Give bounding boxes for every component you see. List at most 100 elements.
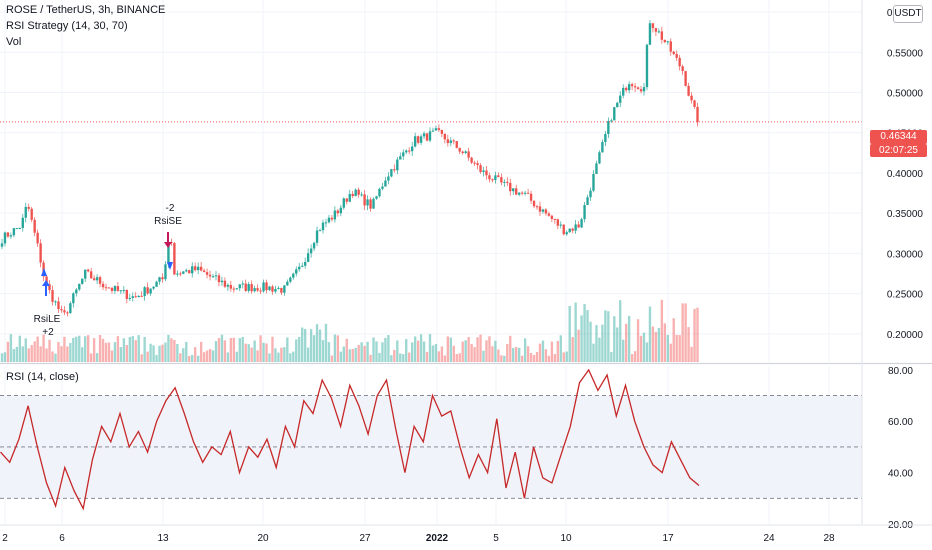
candle-body [66,312,69,314]
candle-body [431,130,435,132]
candle-body [238,284,241,289]
volume-bar [21,346,24,362]
volume-bar [128,336,131,362]
candle-body [669,41,672,52]
volume-bar [295,339,298,362]
volume-bar [580,315,583,362]
volume-bar [226,352,230,362]
candle-body [503,181,506,183]
volume-bar [565,351,568,362]
candle-body [666,41,669,43]
volume-bar [72,337,75,362]
price-tick-label: 0.50000 [887,89,924,100]
volume-bar [327,342,331,362]
volume-bar [312,335,316,362]
volume-bar [624,323,628,362]
volume-bar [309,329,313,362]
volume-bar [342,346,345,362]
volume-bar [113,342,117,362]
volume-bar [613,316,616,362]
candle-body [229,284,233,289]
volume-bar [191,355,194,362]
volume-bar [283,347,286,362]
volume-bar [425,351,429,362]
candle-body [345,198,348,202]
candle-body [696,106,699,122]
volume-bar [541,340,545,362]
candle-body [318,230,322,232]
candle-body [188,270,191,274]
candle-body [161,277,164,280]
candle-body [497,175,500,178]
volume-bar [188,355,191,362]
candle-body [6,232,10,237]
strategy-legend[interactable]: RSI Strategy (14, 30, 70) [6,20,128,32]
candle-body [48,284,51,291]
candle-body [687,85,690,96]
time-tick-label: 5 [493,533,499,544]
volume-bar [155,355,158,362]
candle-body [89,271,93,279]
volume-bar [431,345,435,362]
volume-bar [298,336,301,362]
volume-legend[interactable]: Vol [6,36,22,48]
volume-bar [345,338,348,362]
volume-bar [247,344,250,362]
volume-bar [607,311,610,362]
candle-body [491,179,494,181]
candle-body [678,57,681,67]
candle-body [113,286,117,291]
volume-bar [301,327,304,362]
candle-body [684,71,687,86]
candle-body [541,209,545,212]
volume-bar [467,337,470,362]
candle-body [416,136,420,143]
volume-bar [250,347,253,362]
candle-body [306,253,310,262]
candle-body [137,295,140,298]
candle-body [33,219,36,233]
currency-button[interactable]: USDT [893,5,923,23]
volume-bar [54,353,57,362]
volume-bar [60,346,63,362]
candle-body [622,87,625,96]
candle-body [301,265,304,267]
candle-body [693,100,696,107]
candle-body [553,218,557,220]
volume-bar [601,324,604,362]
rsi-series [0,368,700,511]
rsi-tick-label: 60.00 [888,417,913,428]
volume-bar [315,324,319,362]
volume-bar [0,353,4,362]
volume-bar [437,351,441,362]
candle-body [280,287,283,293]
candle-body [387,176,390,181]
candle-body [589,190,592,198]
volume-bar [660,299,664,362]
candle-body [295,269,298,274]
candle-body [179,273,182,275]
volume-bar [369,354,372,362]
candle-body [51,290,54,302]
candle-body [419,136,423,143]
volume-bar [211,350,215,362]
candle-body [535,206,539,208]
volume-bar [375,341,378,362]
volume-bar [440,346,444,362]
volume-bar [229,338,233,362]
signal-label: RsiSE [154,216,182,227]
volume-bar [119,347,123,362]
candle-body [583,205,586,220]
candle-body [211,276,215,278]
volume-bar [610,352,613,362]
volume-bar [182,348,185,362]
rsi-legend[interactable]: RSI (14, close) [6,371,79,383]
symbol-legend[interactable]: ROSE / TetherUS, 3h, BINANCE [6,4,166,16]
volume-bar [280,347,283,362]
candle-body [256,288,259,291]
volume-bar [3,352,7,362]
candle-body [241,283,244,285]
candle-body [556,219,559,226]
time-tick-label: 2022 [426,533,449,544]
